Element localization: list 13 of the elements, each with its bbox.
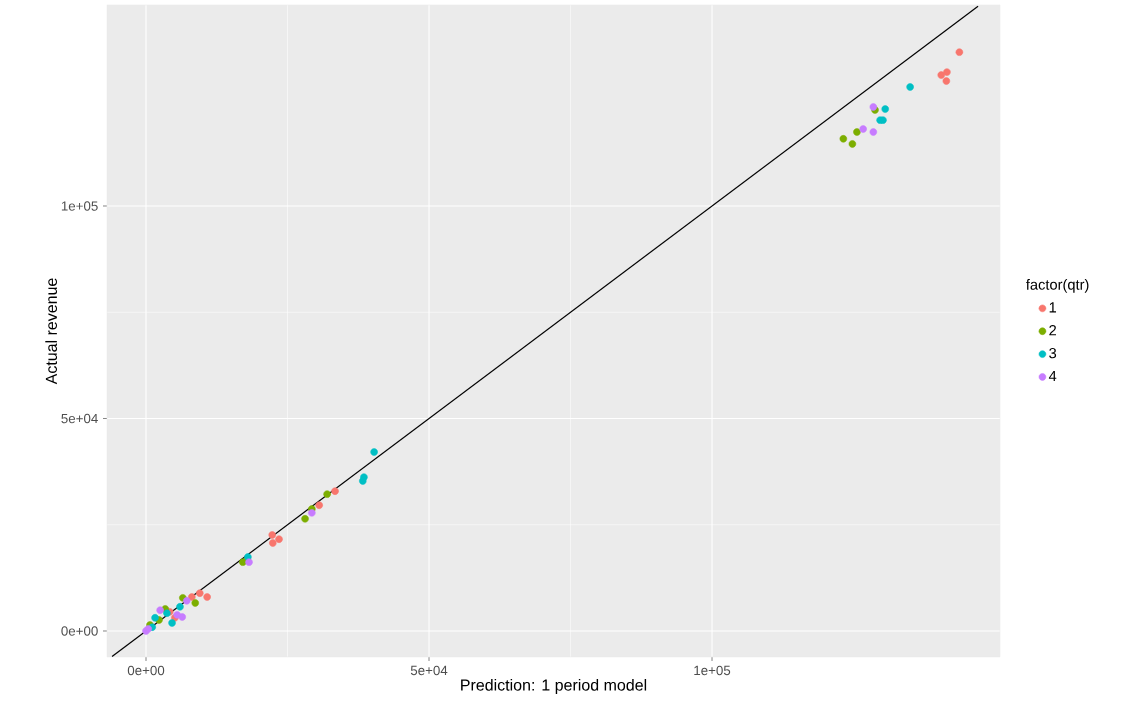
x-tick-label: 5e+04 [410,665,448,676]
y-axis-title: Actual revenue [45,278,58,385]
y-tick-label: 0e+00 [61,626,98,636]
x-axis-title: Prediction: 1 period model [461,678,647,694]
legend-label: 1 [1049,302,1057,313]
legend-label: 2 [1049,325,1057,336]
x-tick-label: 1e+05 [694,665,731,676]
legend-label: 4 [1048,370,1057,381]
x-tick-label: 0e+00 [127,665,165,676]
y-tick-label: 5e+04 [61,413,98,424]
legend-label: 3 [1049,347,1057,359]
legend-title: factor(qtr) [1026,279,1089,293]
y-tick-label: 1e+05 [61,201,98,211]
